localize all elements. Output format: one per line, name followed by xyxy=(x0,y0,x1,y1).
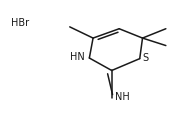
Text: NH: NH xyxy=(115,92,130,102)
Text: S: S xyxy=(142,53,148,63)
Text: HBr: HBr xyxy=(11,18,29,28)
Text: HN: HN xyxy=(70,52,85,62)
